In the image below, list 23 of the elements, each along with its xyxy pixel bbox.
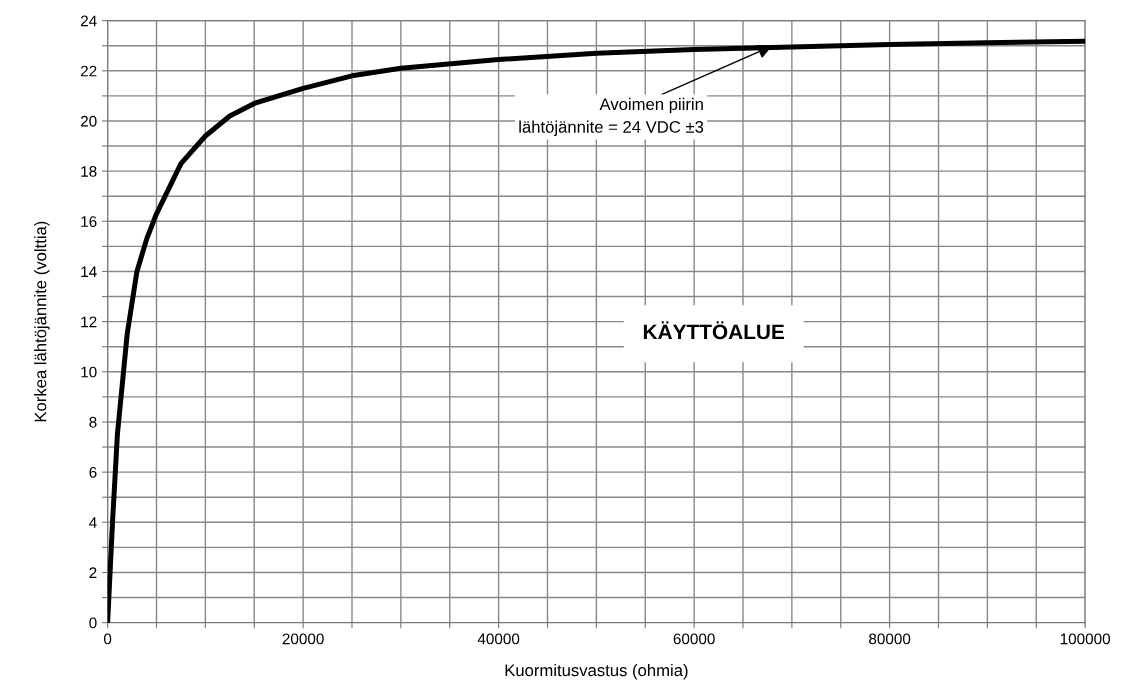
y-tick-label: 20 — [80, 115, 97, 127]
y-tick-label: 2 — [89, 567, 97, 579]
x-axis-title: Kuormitusvastus (ohmia) — [505, 663, 688, 680]
y-tick-label: 22 — [80, 65, 97, 77]
annotation: Avoimen piirin lähtöjännite = 24 VDC ±3 — [519, 97, 704, 137]
annotation: KÄYTTÖALUE — [643, 321, 785, 340]
x-tick-label: 80000 — [869, 633, 911, 645]
y-tick-label: 10 — [81, 366, 97, 378]
y-tick-label: 4 — [89, 517, 97, 528]
y-tick-label: 8 — [89, 416, 97, 428]
x-tick-label: 40000 — [477, 633, 520, 645]
x-tick-label: 0 — [103, 633, 112, 645]
y-tick-label: 24 — [80, 15, 97, 27]
y-tick-label: 12 — [81, 316, 97, 328]
x-tick-label: 100000 — [1060, 633, 1111, 645]
x-tick-label: 20000 — [282, 633, 324, 645]
y-axis-title: Korkea lähtöjännite (volttia) — [34, 221, 50, 422]
y-tick-label: 16 — [81, 216, 97, 227]
y-tick-label: 18 — [81, 166, 97, 177]
y-tick-label: 6 — [89, 467, 97, 478]
x-tick-label: 60000 — [673, 633, 715, 645]
y-tick-label: 0 — [89, 617, 97, 629]
y-tick-label: 14 — [81, 266, 97, 278]
